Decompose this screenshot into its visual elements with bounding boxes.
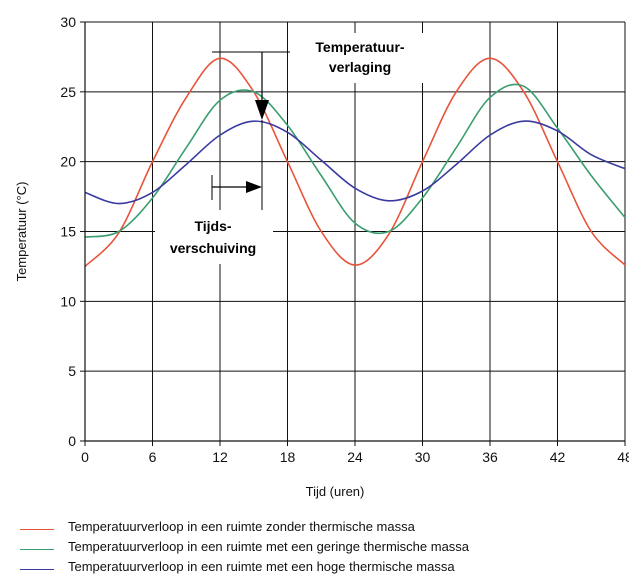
annotation-box-reduction	[293, 33, 423, 83]
legend-swatch	[20, 549, 54, 550]
x-tick-label: 30	[415, 449, 431, 465]
x-tick-label: 24	[347, 449, 363, 465]
y-tick-label: 30	[60, 14, 76, 30]
annotation-reduction: Temperatuur-verlaging	[315, 39, 405, 75]
y-tick-label: 0	[68, 433, 76, 449]
chart-legend: Temperatuurverloop in een ruimte zonder …	[20, 518, 620, 578]
y-axis-label: Temperatuur (°C)	[14, 182, 29, 282]
legend-label: Temperatuurverloop in een ruimte zonder …	[68, 519, 415, 534]
y-tick-label: 5	[68, 363, 76, 379]
legend-item: Temperatuurverloop in een ruimte met een…	[20, 538, 620, 558]
legend-item: Temperatuurverloop in een ruimte zonder …	[20, 518, 620, 538]
legend-swatch	[20, 529, 54, 530]
y-tick-label: 20	[60, 154, 76, 170]
x-tick-label: 48	[617, 449, 629, 465]
x-axis-label: Tijd (uren)	[306, 484, 365, 499]
chart-annotations: Temperatuur-verlaging Tijds-verschuiving	[155, 33, 423, 264]
legend-item: Temperatuurverloop in een ruimte met een…	[20, 558, 620, 578]
x-tick-label: 6	[149, 449, 157, 465]
annotation-shift-line: verschuiving	[170, 240, 256, 256]
x-tick-label: 42	[550, 449, 566, 465]
legend-label: Temperatuurverloop in een ruimte met een…	[68, 539, 470, 554]
series-line-1	[84, 83, 626, 238]
y-tick-label: 10	[60, 293, 76, 309]
annotation-reduction-line: Temperatuur-	[315, 39, 405, 55]
legend-label: Temperatuurverloop in een ruimte met een…	[68, 559, 455, 574]
x-tick-label: 18	[280, 449, 296, 465]
x-tick-label: 36	[482, 449, 498, 465]
legend-swatch	[20, 569, 54, 570]
x-tick-label: 0	[81, 449, 89, 465]
annotation-shift-line: Tijds-	[194, 218, 231, 234]
y-tick-label: 25	[60, 84, 76, 100]
annotation-box-shift	[155, 210, 273, 264]
annotation-shift: Tijds-verschuiving	[170, 218, 256, 256]
shift-arrowhead	[246, 181, 262, 193]
x-tick-label: 12	[212, 449, 228, 465]
series-line-0	[84, 57, 626, 267]
chart: Temperatuur-verlagingTijds-verschuiving …	[14, 14, 629, 499]
chart-axes: 0 5 10 15 20 25 30 0 6 12 18 24 30 36 42 48 Tijd (uren) T…	[14, 14, 629, 499]
y-tick-label: 15	[60, 224, 76, 240]
reduction-arrowhead	[255, 100, 269, 120]
chart-series	[84, 57, 626, 267]
series-line-2	[84, 120, 626, 205]
annotation-reduction-line: verlaging	[329, 59, 391, 75]
